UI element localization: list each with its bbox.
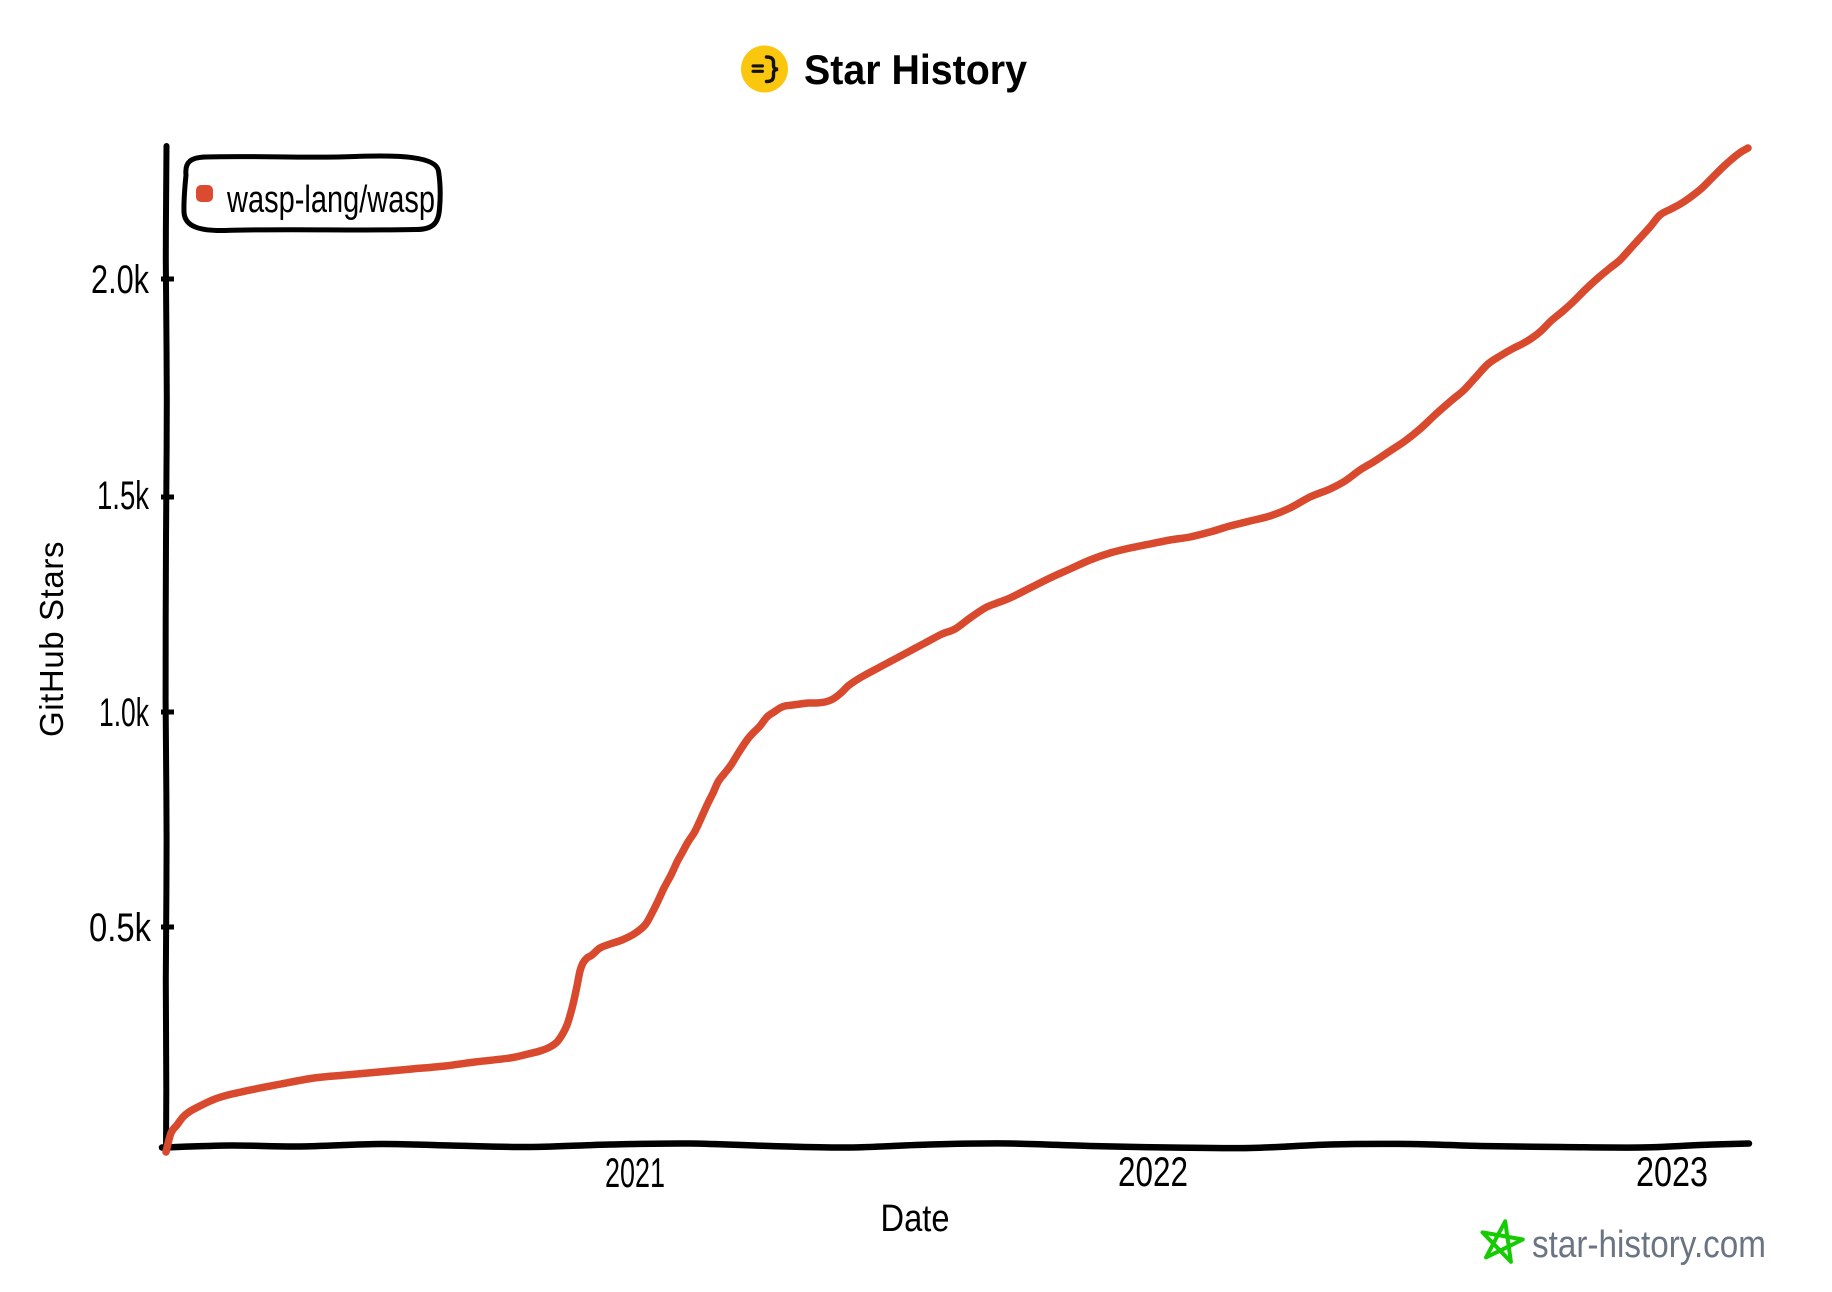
svg-text:GitHub Stars: GitHub Stars bbox=[33, 541, 70, 737]
svg-text:star-history.com: star-history.com bbox=[1532, 1224, 1766, 1266]
svg-text:2022: 2022 bbox=[1118, 1148, 1188, 1195]
svg-text:wasp-lang/wasp: wasp-lang/wasp bbox=[226, 179, 435, 221]
svg-text:Date: Date bbox=[881, 1198, 950, 1240]
svg-text:0.5k: 0.5k bbox=[89, 906, 152, 950]
svg-text:2021: 2021 bbox=[605, 1149, 665, 1196]
svg-text:1.0k: 1.0k bbox=[99, 691, 150, 735]
svg-text:2023: 2023 bbox=[1636, 1148, 1708, 1195]
svg-text:1.5k: 1.5k bbox=[97, 474, 150, 518]
svg-text:2.0k: 2.0k bbox=[91, 258, 150, 302]
svg-text:Star History: Star History bbox=[804, 46, 1028, 93]
